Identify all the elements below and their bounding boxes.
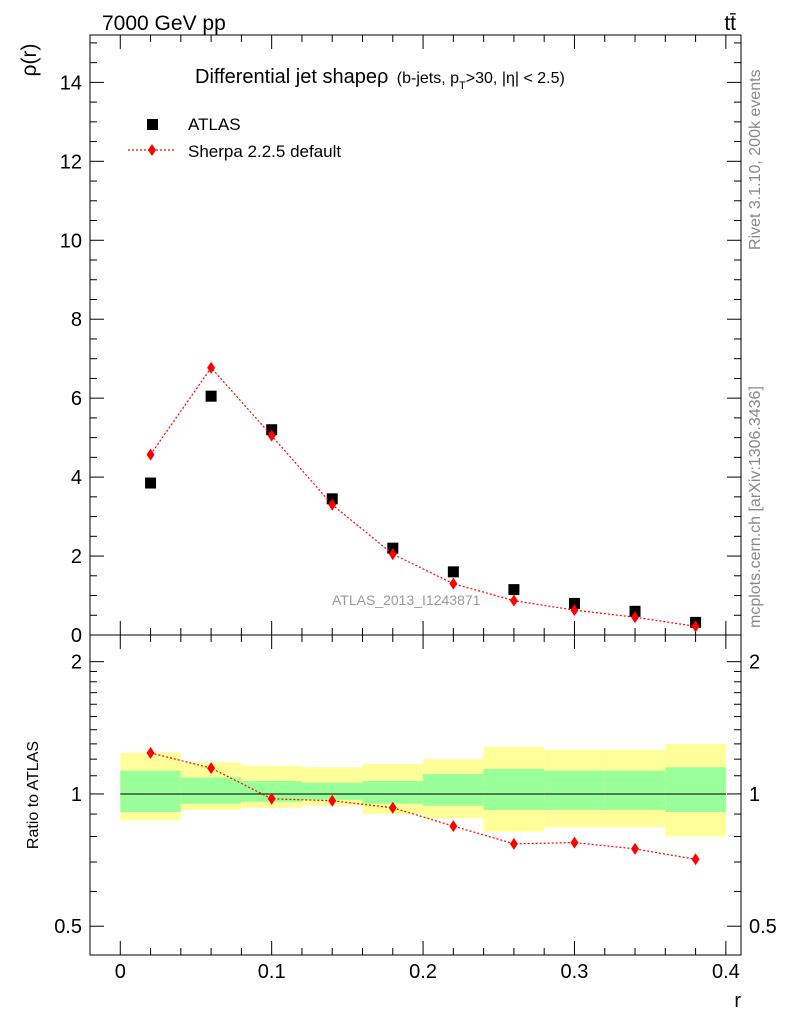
ratio-inner-band bbox=[604, 770, 666, 810]
ratio-inner-band bbox=[180, 777, 242, 804]
main-axis-ticks bbox=[90, 35, 741, 636]
main-y-tick-label: 0 bbox=[71, 625, 82, 647]
ratio-y-tick-label: 0.5 bbox=[54, 916, 82, 938]
main-y-tick-label: 8 bbox=[71, 309, 82, 331]
ratio-sherpa-line bbox=[150, 752, 696, 860]
atlas-data-point bbox=[145, 477, 157, 489]
sherpa-data-point bbox=[267, 429, 276, 442]
sherpa-data-point bbox=[570, 604, 579, 617]
x-axis-label: r bbox=[734, 990, 741, 1012]
main-title-detail-sub: T bbox=[459, 80, 466, 92]
sherpa-data-point bbox=[388, 548, 397, 561]
x-tick-label: 0 bbox=[115, 961, 126, 983]
ratio-inner-band bbox=[362, 781, 424, 804]
ratio-inner-band bbox=[665, 767, 726, 812]
ratio-inner-band bbox=[301, 782, 363, 800]
sherpa-data-point bbox=[449, 577, 458, 590]
main-y-tick-label: 12 bbox=[60, 151, 82, 173]
legend-sherpa-label: Sherpa 2.2.5 default bbox=[188, 142, 341, 161]
sherpa-data-point bbox=[631, 611, 640, 624]
x-tick-label: 0.1 bbox=[258, 961, 286, 983]
ratio-sherpa-point bbox=[328, 794, 337, 807]
legend-atlas-label: ATLAS bbox=[188, 115, 241, 134]
mcplots-label: mcplots.cern.ch [arXiv:1306.3436] bbox=[747, 386, 764, 628]
legend-sherpa-marker bbox=[148, 144, 156, 156]
ratio-inner-band bbox=[544, 770, 605, 810]
sherpa-data-point bbox=[146, 448, 155, 461]
x-tick-label: 0.4 bbox=[712, 961, 740, 983]
energy-label: 7000 GeV pp bbox=[102, 12, 226, 35]
sherpa-data-point bbox=[509, 594, 518, 607]
main-title-detail-prefix: (b-jets, p bbox=[397, 70, 459, 87]
ratio-y-tick-label-right: 0.5 bbox=[749, 916, 777, 938]
x-tick-label: 0.2 bbox=[409, 961, 437, 983]
ratio-inner-band bbox=[483, 768, 545, 810]
sherpa-line bbox=[150, 366, 696, 627]
sherpa-data-point bbox=[328, 498, 337, 511]
sherpa-mc-series bbox=[146, 361, 700, 633]
main-y-tick-label: 10 bbox=[60, 230, 82, 252]
atlas-data-point bbox=[447, 566, 459, 578]
main-title-detail-suffix: >30, |η| < 2.5) bbox=[466, 70, 565, 87]
main-y-tick-label: 4 bbox=[71, 467, 82, 489]
main-y-axis-label: ρ(r) bbox=[18, 44, 41, 77]
main-y-tick-label: 2 bbox=[71, 546, 82, 568]
atlas-data-point bbox=[508, 584, 520, 596]
x-tick-labels: 0 0.1 0.2 0.3 0.4 bbox=[115, 961, 740, 983]
ratio-y-axis-label: Ratio to ATLAS bbox=[25, 741, 42, 849]
ratio-sherpa-point bbox=[449, 820, 458, 833]
ratio-uncertainty-bands bbox=[120, 743, 726, 837]
ratio-inner-band bbox=[120, 770, 181, 812]
analysis-watermark: ATLAS_2013_I1243871 bbox=[332, 592, 481, 608]
ratio-sherpa-point bbox=[691, 853, 700, 866]
ratio-sherpa-point bbox=[146, 746, 155, 759]
ratio-sherpa-point bbox=[570, 836, 579, 849]
ratio-y-tick-label-right: 1 bbox=[749, 784, 760, 806]
ratio-panel: 0.5 0.51 12 2 0 0.1 0.2 0.3 0.4 Ratio to ATLAS … bbox=[25, 634, 777, 1012]
x-tick-label: 0.3 bbox=[561, 961, 589, 983]
main-y-tick-label: 6 bbox=[71, 388, 82, 410]
ratio-sherpa-series bbox=[146, 746, 700, 866]
ratio-sherpa-point bbox=[388, 801, 397, 814]
atlas-data-point bbox=[568, 597, 580, 609]
sherpa-data-point bbox=[691, 620, 700, 633]
sherpa-data-point bbox=[207, 361, 216, 374]
ratio-axis-ticks bbox=[89, 635, 741, 955]
ratio-sherpa-point bbox=[509, 837, 518, 850]
legend: ATLAS Sherpa 2.2.5 default bbox=[128, 115, 341, 161]
ratio-inner-band bbox=[241, 781, 302, 802]
ratio-y-tick-label: 2 bbox=[71, 652, 82, 674]
ratio-sherpa-point bbox=[631, 842, 640, 855]
main-title: Differential jet shapeρ (b-jets, pT>30, … bbox=[195, 66, 565, 92]
ratio-plot-frame bbox=[89, 634, 742, 956]
ratio-inner-band bbox=[423, 774, 484, 806]
rivet-label: Rivet 3.1.10, 200k events bbox=[747, 69, 764, 250]
ratio-y-tick-labels: 0.5 0.5 1 1 2 2 bbox=[54, 652, 777, 939]
main-panel: 0 2 4 6 8 10 12 14 ρ(r) Differential jet shapeρ… bbox=[18, 34, 742, 647]
legend-atlas-marker bbox=[147, 119, 158, 130]
ratio-y-tick-label: 1 bbox=[71, 784, 82, 806]
ratio-y-tick-label-right: 2 bbox=[749, 652, 760, 674]
main-y-tick-labels: 0 2 4 6 8 10 12 14 bbox=[60, 72, 82, 647]
main-y-tick-label: 14 bbox=[60, 72, 82, 94]
atlas-data-point bbox=[205, 390, 217, 402]
ratio-sherpa-point bbox=[207, 762, 216, 775]
main-title-text: Differential jet shapeρ bbox=[195, 66, 388, 88]
ratio-sherpa-point bbox=[267, 792, 276, 805]
process-label: tt̄ bbox=[724, 12, 736, 35]
